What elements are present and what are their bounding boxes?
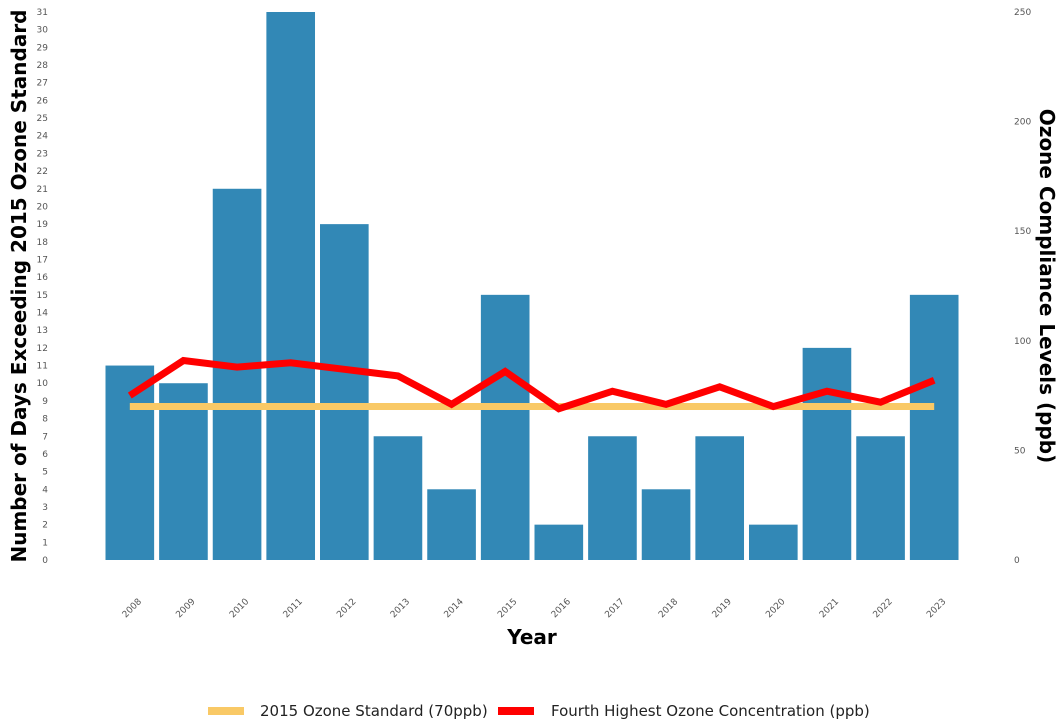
left-tick-label: 18: [37, 238, 49, 248]
left-tick-label: 1: [42, 538, 48, 548]
bar-2009: [159, 383, 208, 560]
left-tick-label: 31: [37, 8, 48, 18]
x-tick-label: 2008: [121, 597, 144, 620]
bar-2023: [909, 294, 959, 560]
left-axis-ticks: 0123456789101112131415161718192021222324…: [37, 8, 49, 566]
left-tick-label: 15: [37, 291, 48, 301]
left-tick-label: 17: [37, 255, 48, 265]
left-tick-label: 27: [37, 79, 48, 89]
left-tick-label: 28: [37, 61, 49, 71]
x-axis-title: Year: [506, 625, 557, 649]
x-tick-label: 2019: [711, 597, 734, 620]
bar-2014: [427, 489, 476, 560]
left-tick-label: 14: [37, 309, 49, 319]
left-tick-label: 30: [37, 26, 49, 36]
left-tick-label: 11: [37, 362, 48, 372]
bar-2018: [641, 489, 691, 560]
left-tick-label: 0: [42, 556, 48, 566]
left-tick-label: 29: [37, 43, 49, 53]
x-tick-label: 2014: [443, 597, 466, 620]
x-tick-label: 2013: [389, 597, 412, 620]
y2-axis-title: Ozone Compliance Levels (ppb): [1035, 109, 1059, 463]
x-tick-label: 2010: [228, 597, 251, 620]
bar-2021: [802, 347, 852, 560]
left-tick-label: 25: [37, 114, 48, 124]
right-tick-label: 50: [1014, 446, 1026, 456]
left-tick-label: 8: [42, 415, 48, 425]
x-tick-label: 2018: [657, 597, 680, 620]
left-tick-label: 12: [37, 344, 48, 354]
left-tick-label: 20: [37, 202, 49, 212]
x-tick-label: 2016: [550, 597, 573, 620]
bar-2019: [695, 436, 745, 560]
right-tick-label: 250: [1014, 8, 1031, 18]
left-tick-label: 19: [37, 220, 49, 230]
bar-2012: [320, 224, 369, 560]
left-tick-label: 23: [37, 149, 48, 159]
y-axis-title: Number of Days Exceeding 2015 Ozone Stan…: [7, 9, 31, 562]
right-axis-ticks: 0 50 100 150 200 250: [1014, 8, 1031, 566]
legend: 2015 Ozone Standard (70ppb) Fourth Highe…: [208, 702, 870, 720]
right-tick-label: 200: [1014, 118, 1031, 128]
legend-label-standard: 2015 Ozone Standard (70ppb): [260, 702, 488, 720]
x-tick-label: 2022: [872, 597, 895, 620]
left-tick-label: 4: [42, 485, 48, 495]
bar-2015: [480, 294, 530, 560]
left-tick-label: 10: [37, 379, 49, 389]
x-tick-label: 2011: [282, 597, 305, 620]
left-tick-label: 24: [37, 132, 49, 142]
concentration-line: [127, 356, 936, 413]
x-tick-label: 2012: [335, 597, 358, 620]
left-tick-label: 26: [37, 96, 49, 106]
bar-2022: [856, 436, 905, 560]
bar-2008: [105, 365, 155, 560]
left-tick-label: 3: [42, 503, 48, 513]
bar-2017: [588, 436, 637, 560]
left-tick-label: 7: [42, 432, 48, 442]
left-tick-label: 13: [37, 326, 48, 336]
x-tick-label: 2021: [818, 597, 841, 620]
bar-2020: [749, 524, 798, 560]
bar-2010: [212, 188, 262, 560]
bar-2016: [534, 524, 584, 560]
x-tick-label: 2009: [174, 597, 197, 620]
x-axis-ticks: 2008 2009 2010 2011 2012 2013 2014 2015 2016 2017…: [121, 597, 949, 620]
x-tick-label: 2023: [925, 597, 948, 620]
right-tick-label: 150: [1014, 227, 1031, 237]
line-series: [127, 356, 936, 413]
bar-2011: [266, 12, 316, 560]
left-tick-label: 2: [42, 521, 48, 531]
right-tick-label: 100: [1014, 337, 1031, 347]
x-tick-label: 2017: [603, 597, 626, 620]
left-tick-label: 9: [42, 397, 48, 407]
left-tick-label: 21: [37, 185, 48, 195]
left-tick-label: 16: [37, 273, 49, 283]
left-tick-label: 22: [37, 167, 48, 177]
left-tick-label: 6: [42, 450, 48, 460]
bar-2013: [373, 436, 423, 560]
right-tick-label: 0: [1014, 556, 1020, 566]
left-tick-label: 5: [42, 468, 48, 478]
legend-label-concentration: Fourth Highest Ozone Concentration (ppb): [551, 702, 870, 720]
x-tick-label: 2020: [764, 597, 787, 620]
x-tick-label: 2015: [496, 597, 519, 620]
bar-series: [105, 12, 959, 560]
